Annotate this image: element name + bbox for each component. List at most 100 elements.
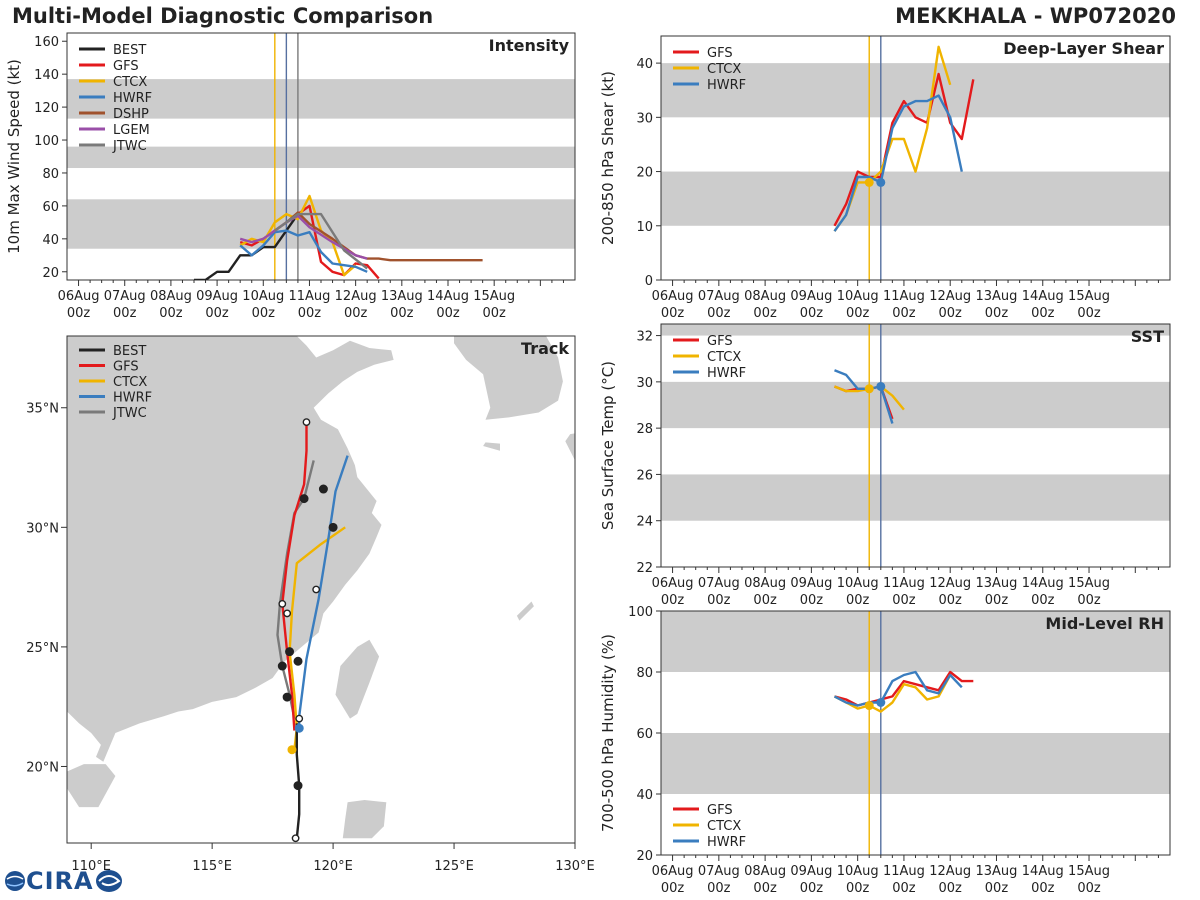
land-kyushu <box>565 433 575 499</box>
rh-xtick-hour: 00z <box>753 881 777 896</box>
rh-legend-label: CTCX <box>707 819 741 834</box>
rh-xtick-hour: 00z <box>707 881 731 896</box>
intensity-xtick-hour: 00z <box>205 306 229 321</box>
sst-title: SST <box>1131 327 1164 346</box>
rh-ytick-label: 20 <box>636 849 653 864</box>
track-ytick-label: 30°N <box>26 521 59 536</box>
shear-title: Deep-Layer Shear <box>1003 39 1164 58</box>
track-marker-best <box>318 484 328 494</box>
shear-legend-label: GFS <box>707 46 733 61</box>
sst-xtick-day: 08Aug <box>744 576 786 591</box>
intensity-series-best <box>194 213 299 280</box>
sst-xtick-day: 11Aug <box>883 576 925 591</box>
track-title: Track <box>521 339 569 358</box>
sst-legend-label: HWRF <box>707 366 746 381</box>
shear-ytick-label: 30 <box>636 111 653 126</box>
sst-xtick-hour: 00z <box>707 593 731 608</box>
rh-xtick-day: 09Aug <box>790 864 832 879</box>
track-ytick-label: 35°N <box>26 402 59 417</box>
track-series-gfs <box>281 422 308 731</box>
track-marker-best <box>291 834 300 843</box>
sst-xtick-hour: 00z <box>661 593 685 608</box>
shear-xtick-hour: 00z <box>661 306 685 321</box>
intensity-xtick-hour: 00z <box>436 306 460 321</box>
intensity-xtick-day: 07Aug <box>104 289 146 304</box>
sst-xtick-day: 15Aug <box>1068 576 1110 591</box>
track-marker-best <box>293 781 303 791</box>
sst-xtick-hour: 00z <box>753 593 777 608</box>
rh-ytick-label: 40 <box>636 788 653 803</box>
sst-xtick-day: 09Aug <box>790 576 832 591</box>
intensity-band-2 <box>67 79 575 119</box>
intensity-xtick-day: 10Aug <box>242 289 284 304</box>
track-marker-best <box>283 609 292 618</box>
shear-band-0 <box>661 171 1170 226</box>
rh-xtick-hour: 00z <box>1031 881 1055 896</box>
track-xtick-label: 120°E <box>313 859 353 874</box>
sst-band-0 <box>661 474 1170 521</box>
track-legend-label: BEST <box>113 344 146 359</box>
shear-ytick-label: 20 <box>636 166 653 181</box>
land-okinawa <box>516 601 534 621</box>
track-marker-best <box>295 714 304 723</box>
sst-xtick-hour: 00z <box>1031 593 1055 608</box>
intensity-xtick-day: 08Aug <box>150 289 192 304</box>
shear-legend-label: CTCX <box>707 62 741 77</box>
track-marker-best <box>278 599 287 608</box>
rh-title: Mid-Level RH <box>1045 614 1164 633</box>
cira-logo-text: CIRA <box>26 867 94 895</box>
shear-xtick-day: 07Aug <box>698 289 740 304</box>
sst-legend-label: CTCX <box>707 350 741 365</box>
sst-xtick-day: 14Aug <box>1022 576 1064 591</box>
shear-marker-ctcx <box>864 177 874 187</box>
track-xtick-label: 110°E <box>71 859 111 874</box>
rh-band-0 <box>661 733 1170 794</box>
sst-xtick-day: 10Aug <box>837 576 879 591</box>
sst-xtick-day: 07Aug <box>698 576 740 591</box>
sst-ytick-label: 30 <box>636 376 653 391</box>
rh-xtick-day: 10Aug <box>837 864 879 879</box>
intensity-xtick-day: 09Aug <box>196 289 238 304</box>
shear-xtick-hour: 00z <box>707 306 731 321</box>
land-luzon <box>342 800 387 839</box>
rh-xtick-day: 13Aug <box>976 864 1018 879</box>
shear-xtick-day: 06Aug <box>652 289 694 304</box>
track-frame <box>66 335 576 844</box>
shear-xtick-day: 13Aug <box>976 289 1018 304</box>
land-mainland <box>67 336 394 762</box>
intensity-band-0 <box>67 199 575 249</box>
intensity-xtick-day: 12Aug <box>335 289 377 304</box>
shear-xtick-day: 09Aug <box>790 289 832 304</box>
rh-marker-ctcx <box>864 701 874 711</box>
rh-xtick-day: 14Aug <box>1022 864 1064 879</box>
rh-xtick-day: 06Aug <box>652 864 694 879</box>
intensity-xtick-hour: 00z <box>67 306 91 321</box>
track-marker-best <box>285 647 295 657</box>
intensity-ytick-label: 160 <box>34 35 59 50</box>
sst-ylabel: Sea Surface Temp (°C) <box>599 361 617 530</box>
storm-title: MEKKHALA - WP072020 <box>895 4 1176 28</box>
sst-series-hwrf <box>834 369 894 424</box>
shear-xtick-day: 14Aug <box>1022 289 1064 304</box>
rh-band-1 <box>661 611 1170 672</box>
intensity-legend-label: HWRF <box>113 91 152 106</box>
rh-ytick-label: 100 <box>628 605 653 620</box>
intensity-ytick-label: 140 <box>34 68 59 83</box>
intensity-xtick-hour: 00z <box>344 306 368 321</box>
track-legend-label: JTWC <box>112 406 147 421</box>
intensity-ytick-label: 120 <box>34 101 59 116</box>
intensity-xtick-day: 13Aug <box>381 289 423 304</box>
swirl-icon <box>95 870 122 892</box>
shear-xtick-hour: 00z <box>800 306 824 321</box>
rh-marker-hwrf <box>876 698 886 707</box>
rh-xtick-day: 12Aug <box>929 864 971 879</box>
shear-ytick-label: 40 <box>636 57 653 72</box>
track-legend-label: HWRF <box>113 391 152 406</box>
intensity-xtick-day: 06Aug <box>58 289 100 304</box>
track-xtick-label: 130°E <box>555 859 595 874</box>
sst-xtick-day: 12Aug <box>929 576 971 591</box>
sst-xtick-hour: 00z <box>846 593 870 608</box>
rh-xtick-day: 15Aug <box>1068 864 1110 879</box>
rh-series-hwrf <box>833 670 963 707</box>
